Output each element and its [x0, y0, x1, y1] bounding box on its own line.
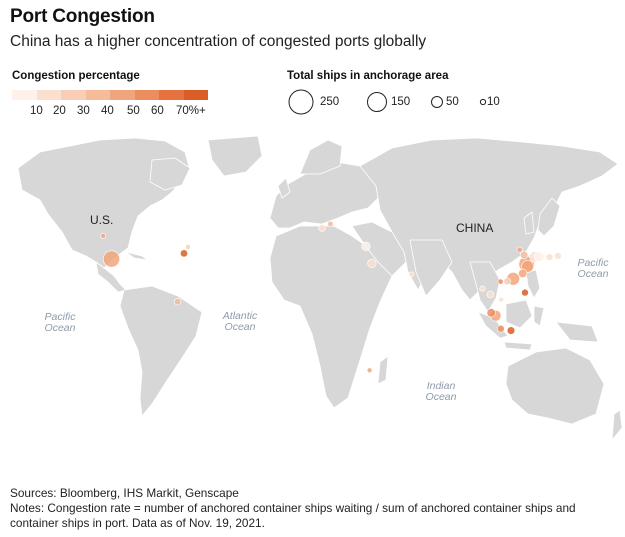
- port-bubble[interactable]: [486, 290, 495, 299]
- color-legend-title: Congestion percentage: [12, 70, 140, 82]
- size-legend-circle-250: [288, 89, 314, 115]
- size-legend-label: 10: [487, 96, 500, 108]
- color-tick: 10: [30, 105, 43, 117]
- scandinavia: [299, 139, 343, 175]
- color-tick: 60: [151, 105, 164, 117]
- port-bubble[interactable]: [497, 324, 505, 333]
- sources-text: Sources: Bloomberg, IHS Markit, Genscape: [10, 486, 239, 500]
- size-legend-label: 150: [391, 96, 411, 108]
- port-bubble[interactable]: [519, 250, 529, 260]
- land-masses: [17, 135, 623, 441]
- color-tick: 70%+: [176, 105, 206, 117]
- port-bubble[interactable]: [100, 233, 106, 239]
- port-bubble[interactable]: [554, 252, 562, 260]
- new-zealand: [611, 409, 623, 441]
- port-bubble[interactable]: [521, 288, 529, 297]
- port-bubble[interactable]: [408, 271, 415, 278]
- philippines: [525, 269, 541, 299]
- color-ramp: [12, 90, 208, 100]
- new-guinea: [555, 321, 599, 343]
- ocean-label: Ocean: [578, 268, 609, 280]
- cuba: [125, 251, 149, 261]
- size-legend-circle-150: [367, 92, 387, 112]
- size-legend-circle-50: [431, 96, 443, 108]
- port-bubble[interactable]: [498, 296, 504, 303]
- port-bubble[interactable]: [318, 224, 326, 232]
- color-ramp-step: [159, 90, 184, 100]
- size-legend-label: 50: [446, 96, 459, 108]
- southeast-asia: [469, 261, 501, 313]
- color-ramp-step: [61, 90, 86, 100]
- port-bubble[interactable]: [174, 298, 182, 306]
- port-bubble[interactable]: [516, 246, 523, 253]
- country-label-us: U.S.: [90, 213, 113, 227]
- size-legend: [288, 89, 487, 115]
- chart-title: Port Congestion: [10, 6, 155, 27]
- sulawesi: [533, 305, 545, 327]
- color-ramp-step: [134, 90, 159, 100]
- port-bubbles: [100, 220, 562, 374]
- ocean-label: Pacific: [45, 311, 77, 323]
- color-tick: 20: [53, 105, 66, 117]
- color-ramp-step: [183, 90, 208, 100]
- japan: [537, 197, 561, 237]
- ocean-labels: Pacific Ocean Pacific Ocean Atlantic Oce…: [45, 257, 610, 403]
- ocean-label: Indian: [427, 380, 456, 392]
- ocean-label: Ocean: [45, 322, 76, 334]
- size-legend-title: Total ships in anchorage area: [287, 70, 449, 82]
- port-bubble[interactable]: [506, 326, 516, 335]
- color-tick: 30: [77, 105, 90, 117]
- africa: [269, 225, 393, 409]
- port-bubble[interactable]: [479, 285, 486, 292]
- ocean-label: Pacific: [578, 257, 610, 269]
- port-bubble[interactable]: [533, 251, 545, 262]
- greenland: [207, 135, 263, 177]
- port-bubble[interactable]: [103, 250, 121, 268]
- country-label-china: CHINA: [456, 221, 493, 235]
- madagascar: [377, 355, 389, 385]
- canada-east: [149, 157, 191, 191]
- port-bubble[interactable]: [185, 244, 191, 250]
- australia: [505, 347, 605, 425]
- color-ramp-step: [110, 90, 135, 100]
- size-legend-label: 250: [320, 96, 340, 108]
- ocean-label: Ocean: [426, 391, 457, 403]
- color-ramp-step: [36, 90, 61, 100]
- port-bubble[interactable]: [366, 367, 373, 374]
- chart-subtitle: China has a higher concentration of cong…: [10, 33, 427, 50]
- port-bubble[interactable]: [518, 268, 528, 279]
- java: [503, 341, 533, 351]
- port-bubble[interactable]: [486, 308, 496, 318]
- color-tick: 40: [101, 105, 114, 117]
- notes-text: Notes: Congestion rate = number of ancho…: [10, 501, 576, 530]
- north-america: [17, 137, 191, 269]
- korea: [523, 211, 535, 235]
- india: [409, 239, 453, 297]
- footer-notes: Sources: Bloomberg, IHS Markit, Genscape…: [10, 486, 615, 531]
- color-tick: 50: [127, 105, 140, 117]
- port-bubble[interactable]: [503, 277, 512, 286]
- color-ramp-step: [12, 90, 37, 100]
- size-legend-circle-10: [479, 98, 487, 106]
- borneo: [505, 299, 533, 329]
- ocean-label: Atlantic: [222, 310, 258, 322]
- uk: [277, 177, 291, 199]
- world-map: U.S. CHINA Pacific Ocean Pacific Ocean A…: [17, 135, 623, 441]
- port-bubble[interactable]: [545, 253, 554, 261]
- south-america: [119, 285, 203, 417]
- port-bubble[interactable]: [497, 278, 504, 285]
- ocean-label: Ocean: [225, 321, 256, 333]
- port-bubble[interactable]: [361, 241, 371, 251]
- port-bubble[interactable]: [180, 249, 189, 258]
- port-bubble[interactable]: [367, 258, 377, 269]
- port-bubble[interactable]: [327, 220, 334, 228]
- color-ramp-step: [85, 90, 110, 100]
